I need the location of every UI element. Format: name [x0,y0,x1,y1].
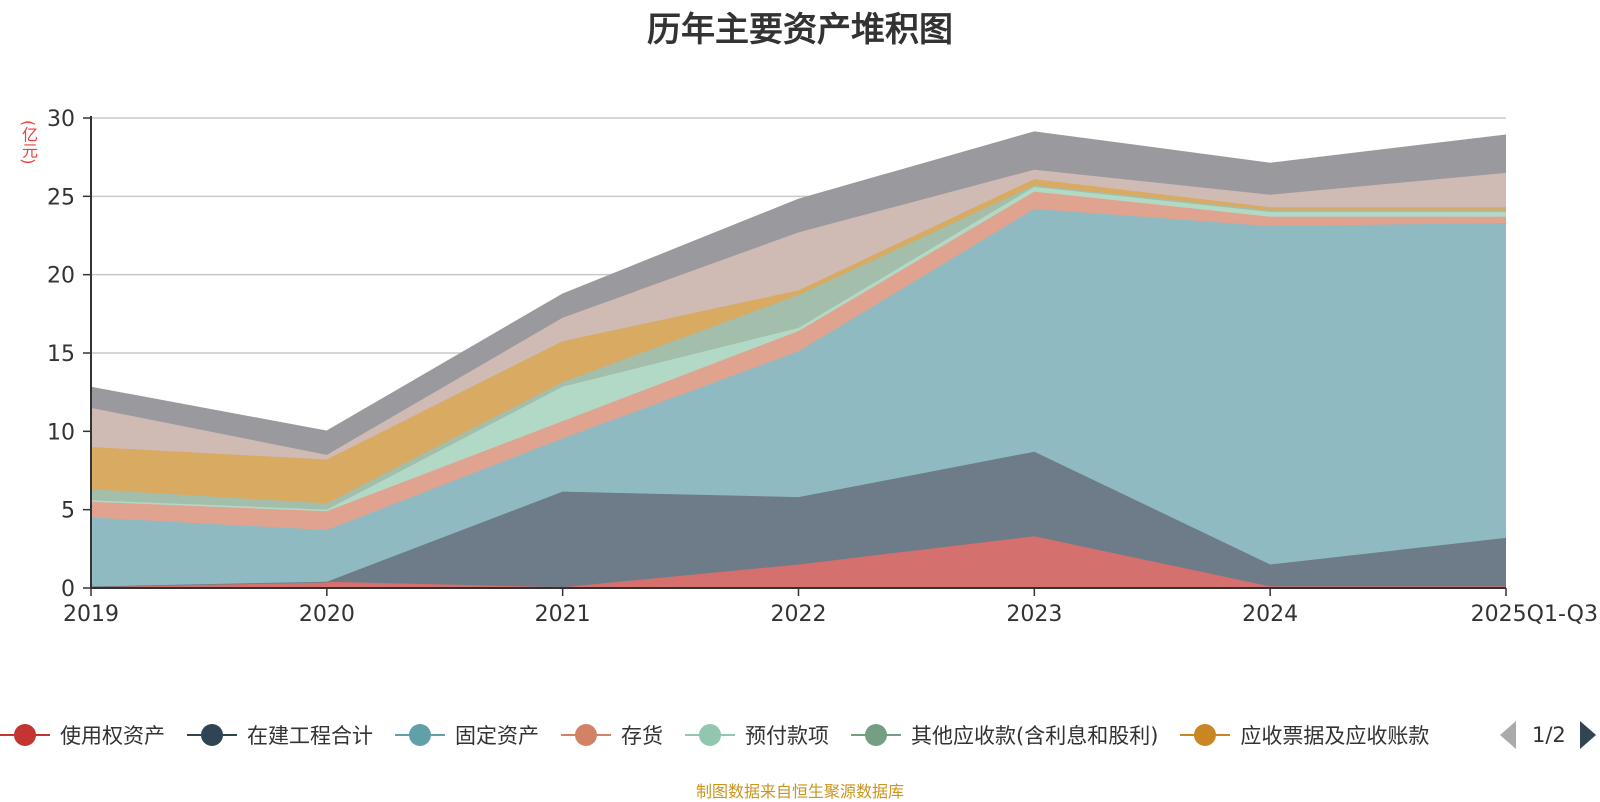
area-series-6 [91,179,1506,504]
legend-label: 在建工程合计 [247,724,373,748]
legend-label: 存货 [621,724,663,748]
y-tick-label: 20 [47,264,75,289]
chart-title: 历年主要资产堆积图 [647,10,953,50]
x-tick-label: 2020 [299,602,355,627]
legend-item[interactable]: 存货 [561,718,663,752]
area-series-8 [91,132,1506,455]
x-tick-label: 2022 [771,602,827,627]
legend-label: 固定资产 [455,724,539,748]
legend: 使用权资产 在建工程合计 固定资产 存货 预付款项 其他应收款(含利息和股利) 应收票据及应… [0,718,1485,752]
area-series-0 [91,536,1506,588]
area-series-2 [91,208,1506,587]
y-tick-label: 10 [47,420,75,445]
stacked-areas [90,131,1507,588]
legend-item[interactable]: 使用权资产 [0,718,165,752]
x-tick-label: 2025Q1-Q3 [1471,602,1598,627]
legend-marker-icon [851,723,901,747]
x-tick-label: 2021 [535,602,591,627]
x-tick-label: 2024 [1242,602,1298,627]
y-tick-label: 25 [47,185,75,210]
legend-label: 其他应收款(含利息和股利) [911,724,1159,748]
legend-label: 预付款项 [745,724,829,748]
legend-item[interactable]: 其他应收款(含利息和股利) [851,718,1158,752]
x-tick-label: 2023 [1006,602,1062,627]
y-axis-unit: (亿元) [19,120,38,165]
legend-marker-icon [1180,723,1231,747]
legend-item[interactable]: 应收票据及应收账款 [1180,718,1429,752]
y-tick-label: 0 [61,577,75,602]
legend-page-indicator: 1/2 [1532,723,1566,747]
y-tick-label: 5 [61,499,75,524]
x-tick-label: 2019 [63,602,119,627]
axes: 0 5 10 15 20 25 30 2019 2020 2021 2022 2023 2024 2025… [47,107,1598,627]
area-chart: 0 5 10 15 20 25 30 2019 2020 2021 2022 2023 2024 2025… [47,107,1598,627]
legend-item[interactable]: 预付款项 [685,718,829,752]
legend-label: 使用权资产 [60,724,165,748]
legend-marker-icon [0,723,50,747]
legend-marker-icon [395,723,445,747]
source-note: 制图数据来自恒生聚源数据库 [695,782,904,801]
legend-label: 应收票据及应收账款 [1240,724,1430,748]
legend-marker-icon [685,723,735,747]
legend-pager: 1/2 [1500,718,1596,752]
legend-marker-icon [187,723,237,747]
y-tick-label: 15 [47,342,75,367]
y-tick-label: 30 [47,107,75,132]
legend-marker-icon [561,723,611,747]
legend-item[interactable]: 在建工程合计 [187,718,373,752]
legend-next-icon[interactable] [1579,721,1596,749]
area-series-1 [91,451,1506,588]
series-line-8 [90,131,1507,433]
legend-item[interactable]: 固定资产 [395,718,539,752]
legend-prev-icon[interactable] [1500,721,1516,749]
